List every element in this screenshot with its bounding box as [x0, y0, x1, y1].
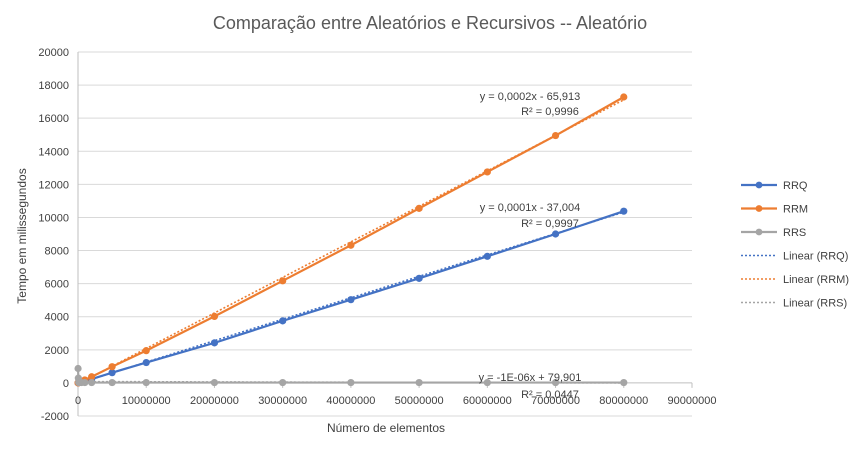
x-tick-label: 80000000 — [599, 395, 648, 407]
trendline-r-squared: R² = 0,0447 — [521, 389, 579, 401]
y-tick-label: 20000 — [38, 47, 69, 59]
data-point — [210, 312, 219, 320]
trendline-r-squared: R² = 0,9997 — [521, 218, 579, 230]
data-point — [279, 378, 287, 387]
data-point — [483, 378, 491, 387]
x-tick-label: 20000000 — [190, 395, 239, 407]
y-tick-label: -2000 — [41, 411, 69, 423]
data-point — [279, 277, 287, 285]
data-point — [108, 363, 116, 371]
trendline-equations: y = 0,0001x - 37,004 R² = 0,9997 y = 0,000… — [479, 91, 582, 401]
data-point — [551, 131, 560, 140]
x-tick-label: 30000000 — [258, 395, 307, 407]
data-point — [74, 364, 82, 373]
y-axis-title: Tempo em milissegundos — [15, 168, 29, 303]
legend-label: RRS — [783, 227, 806, 239]
data-point — [620, 378, 628, 387]
data-point — [88, 373, 96, 381]
x-tick-label: 40000000 — [326, 395, 375, 407]
x-axis-ticks: 0 10000000 20000000 30000000 40000000 5000000… — [75, 382, 717, 407]
data-point — [415, 378, 423, 387]
series-line — [77, 96, 625, 384]
legend-label: Linear (RRM) — [783, 274, 849, 286]
data-point — [620, 207, 628, 215]
data-point — [142, 358, 150, 367]
gridlines — [78, 51, 692, 417]
x-tick-label: 0 — [75, 395, 81, 407]
legend-label: RRQ — [783, 180, 808, 192]
data-point — [108, 369, 116, 377]
data-point — [210, 339, 219, 347]
data-point — [483, 252, 491, 260]
x-tick-label: 70000000 — [531, 395, 580, 407]
y-tick-label: 2000 — [45, 345, 69, 357]
y-tick-label: 16000 — [38, 113, 69, 125]
data-point — [142, 347, 150, 355]
data-point — [142, 378, 150, 387]
chart-title: Comparação entre Aleatórios e Recursivos… — [213, 13, 647, 33]
y-tick-label: 12000 — [38, 179, 69, 191]
legend-marker — [755, 205, 763, 212]
data-point — [551, 230, 560, 238]
legend-marker — [755, 181, 763, 189]
y-tick-label: 6000 — [45, 279, 69, 291]
legend-label: Linear (RRS) — [783, 298, 847, 310]
trendline-equation: y = 0,0001x - 37,004 — [480, 202, 581, 214]
y-tick-label: 8000 — [45, 246, 69, 258]
x-tick-label: 90000000 — [668, 395, 717, 407]
axes — [77, 52, 692, 416]
legend-marker — [755, 228, 763, 236]
legend-label: Linear (RRQ) — [783, 251, 848, 263]
trendline-equation: y = -1E-06x + 79,901 — [479, 372, 582, 384]
data-point — [108, 378, 116, 387]
y-tick-label: 10000 — [38, 212, 69, 224]
data-point — [415, 204, 423, 212]
legend-label: RRM — [783, 204, 808, 216]
data-point — [347, 378, 355, 387]
y-tick-label: 14000 — [38, 146, 69, 158]
data-point — [279, 317, 287, 325]
y-tick-label: 18000 — [38, 80, 69, 92]
x-tick-label: 60000000 — [463, 395, 512, 407]
data-point — [551, 378, 560, 387]
data-point — [210, 378, 219, 387]
trendline-equation: y = 0,0002x - 65,913 — [480, 91, 581, 103]
x-tick-label: 10000000 — [122, 395, 171, 407]
trendline-r-squared: R² = 0,9996 — [521, 106, 579, 118]
data-point — [81, 378, 89, 387]
x-axis-title: Número de elementos — [327, 421, 445, 435]
x-tick-label: 50000000 — [395, 395, 444, 407]
legend: RRQ RRM RRS Linear (RRQ) Linear (RRM) Linear … — [741, 180, 849, 310]
y-axis-ticks: -2000 0 2000 4000 6000 8000 10000 12000 14000 160… — [38, 47, 69, 423]
data-point — [415, 274, 423, 282]
data-point — [620, 93, 628, 101]
data-point — [347, 241, 355, 249]
data-point — [347, 296, 355, 304]
data-point — [88, 378, 96, 387]
y-tick-label: 0 — [63, 378, 69, 390]
data-point — [483, 168, 491, 176]
y-tick-label: 4000 — [45, 312, 69, 324]
data-series — [74, 93, 628, 387]
